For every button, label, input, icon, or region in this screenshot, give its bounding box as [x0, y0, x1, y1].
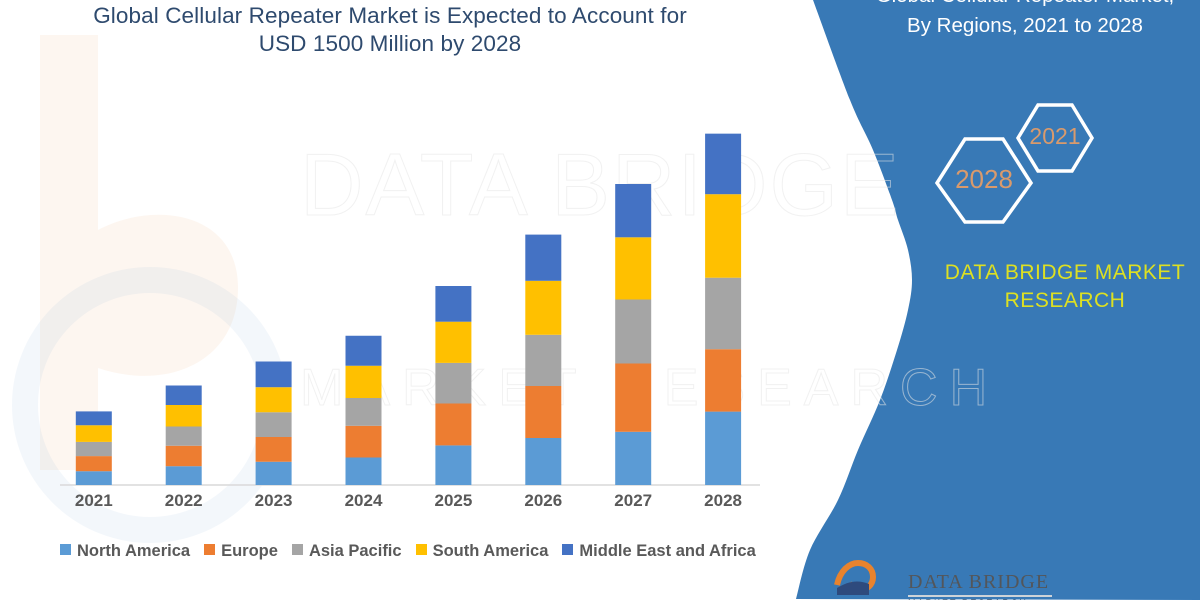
- svg-text:DATA BRIDGE: DATA BRIDGE: [908, 571, 1049, 593]
